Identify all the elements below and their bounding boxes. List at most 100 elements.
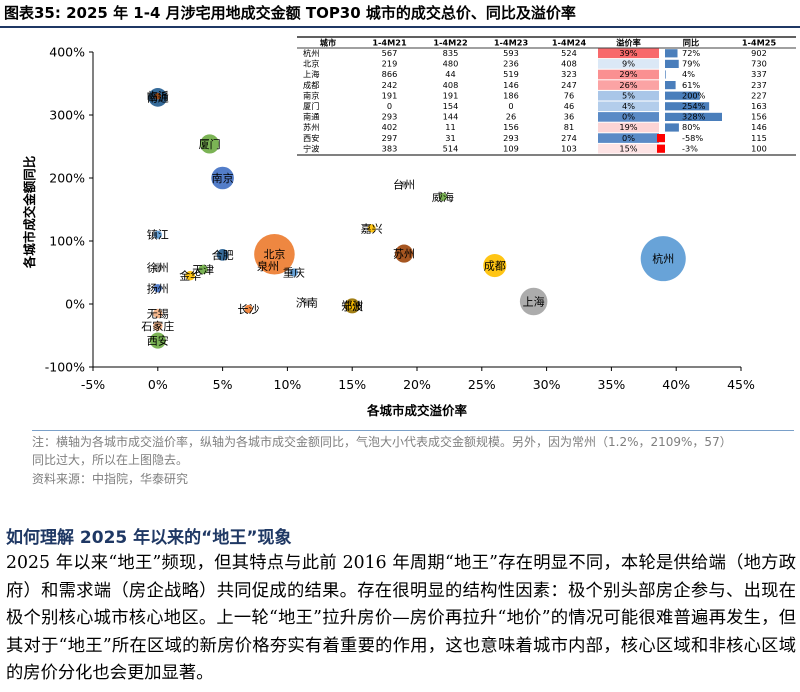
bubble (519, 287, 548, 316)
table-column-header: 城市 (320, 38, 336, 48)
table-cell: 254% (682, 101, 706, 111)
yoy-data-bar (665, 123, 679, 132)
notes-rule (32, 430, 794, 431)
body-paragraph: 2025 年以来“地王”频现，但其特点与此前 2016 年周期“地王”存在明显不… (6, 553, 796, 683)
premium-cell-fill (598, 59, 659, 69)
bubble-chart: -5% 0% 5% 10% 15% 20% 25% 30% 35% 40% 45% -100% 0% 10… (22, 36, 796, 418)
table-cell: 0 (387, 101, 392, 111)
bubble-label: 成都 (484, 260, 506, 273)
table-cell: 上海 (303, 69, 319, 79)
table-cell: 0% (622, 133, 635, 143)
bubble (400, 180, 408, 188)
bubble-label: 长沙 (238, 303, 260, 316)
y-axis-title: 各城市成交金额同比 (22, 155, 37, 269)
table-column-header: 溢价率 (616, 38, 641, 48)
table-column-header: 1-4M24 (552, 38, 587, 48)
yoy-data-bar (665, 70, 666, 79)
yoy-data-bar (665, 102, 710, 111)
table-cell: 191 (382, 90, 398, 100)
bubble-label: 济南 (296, 296, 318, 310)
bubble (153, 284, 162, 293)
yoy-data-bar (665, 112, 722, 121)
table-cell: 274 (561, 133, 577, 143)
table-cell: 9% (622, 59, 635, 69)
yoy-data-bar (665, 59, 679, 68)
y-tick-label: 300% (49, 108, 85, 123)
bubble-label: 南京 (212, 171, 234, 185)
table-cell: 115 (751, 133, 767, 143)
table-column-header: 1-4M21 (372, 38, 407, 48)
premium-cell-fill (598, 143, 659, 154)
table-cell: 323 (561, 69, 577, 79)
table-cell: 南京 (303, 90, 319, 100)
bubble (153, 308, 163, 319)
table-cell: 0% (622, 112, 635, 122)
table-cell: 236 (503, 59, 519, 69)
table-cell: 宁波 (303, 143, 319, 153)
bubble-label: 镇江 (147, 228, 169, 242)
y-tick-label: 400% (49, 45, 85, 60)
x-tick-label: 45% (727, 377, 755, 392)
table-column-header: 1-4M22 (433, 38, 467, 48)
bubble-label: 杭州 (652, 252, 674, 266)
bubble-label: 嘉兴 (361, 221, 383, 235)
table-cell: 293 (503, 133, 519, 143)
table-cell: 337 (751, 69, 767, 79)
table-cell: 835 (443, 48, 459, 58)
table-cell: 成都 (303, 80, 319, 90)
x-tick-label: 5% (213, 377, 233, 392)
x-tick-label: 30% (533, 377, 561, 392)
bubble (367, 224, 376, 233)
table-cell: 144 (443, 112, 459, 122)
table-cell: 328% (682, 112, 706, 122)
bubble (153, 262, 163, 273)
table-cell: 293 (382, 112, 398, 122)
table-cell: 200% (682, 90, 706, 100)
table-cell: 100 (751, 143, 767, 153)
table-cell: 72% (682, 48, 700, 58)
bubble (153, 230, 162, 239)
table-cell: 237 (751, 80, 767, 90)
y-tick-label: 0% (65, 297, 85, 312)
bubble (185, 270, 195, 281)
premium-cell-fill (598, 69, 659, 80)
bubble-label: 徐州 (147, 260, 169, 274)
table-cell: 408 (561, 59, 577, 69)
bubble-label: 重庆 (283, 266, 305, 280)
bubble-label: 泉州 (257, 259, 279, 273)
table-cell: 29% (619, 69, 637, 79)
yoy-data-bar-negative (657, 134, 665, 143)
table-cell: 杭州 (303, 48, 319, 58)
table-cell: 227 (751, 90, 767, 100)
inset-table: 城市 1-4M21 1-4M22 1-4M23 1-4M24 溢价率 同比 1-4M25 杭州 5… (297, 36, 796, 156)
premium-cell-fill (598, 133, 659, 143)
axes: -5% 0% 5% 10% 15% 20% 25% 30% 35% 40% 45% -100% 0% 10… (45, 45, 755, 393)
bubble-label: 天津 (192, 263, 214, 276)
table-cell: 524 (561, 48, 577, 58)
bubble (303, 299, 311, 307)
premium-cell-fill (598, 48, 659, 59)
table-cell: 163 (751, 101, 767, 111)
bubble (153, 321, 163, 331)
table-cell: 4% (622, 101, 635, 111)
bubble-label: 合肥 (212, 248, 234, 262)
premium-cell-fill (598, 101, 659, 112)
table-cell: -3% (682, 143, 698, 153)
table-cell: 402 (382, 122, 398, 132)
table-cell: 191 (443, 90, 459, 100)
bubbles (148, 87, 686, 349)
table-cell: 厦门 (303, 101, 319, 111)
table-column-header: 1-4M25 (742, 38, 777, 48)
x-axis-title: 各城市成交溢价率 (366, 403, 468, 418)
table-cell: 593 (503, 48, 519, 58)
table-cell: 156 (503, 122, 519, 132)
table-cell: 186 (503, 90, 519, 100)
table-cell: 南通 (303, 112, 319, 122)
bubble (394, 244, 414, 263)
bubble-label: 金华 (179, 269, 201, 283)
table-cell: 81 (564, 122, 574, 132)
table-cell: 苏州 (303, 122, 319, 132)
title-rule (0, 26, 800, 28)
table-cell: 146 (751, 122, 767, 132)
table-cell: 247 (561, 80, 577, 90)
